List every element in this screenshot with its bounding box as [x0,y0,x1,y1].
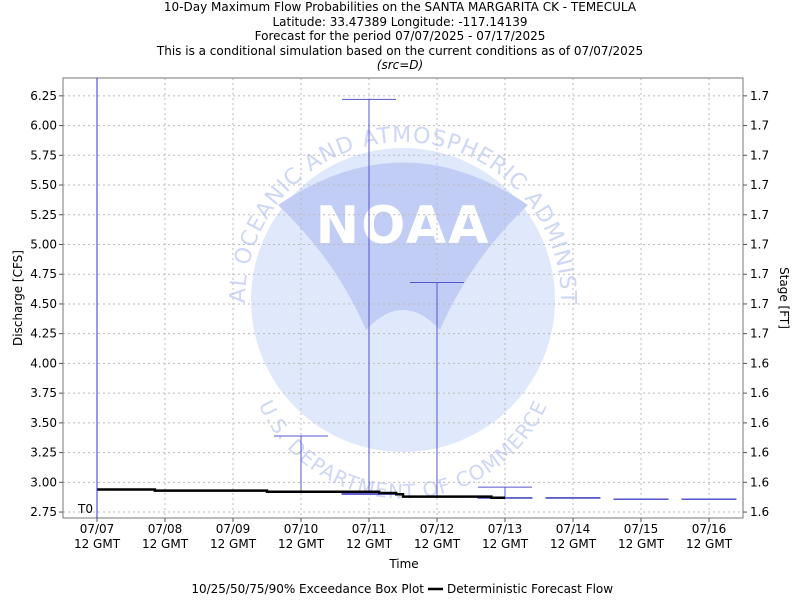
x-tick-label-date: 07/16 [692,522,727,536]
noaa-bird-shape [278,162,528,330]
x-tick-label-time: 12 GMT [686,537,733,551]
y2-tick-label: 1.7 [750,267,769,281]
x-tick-label-time: 12 GMT [482,537,529,551]
x-tick-label-date: 07/09 [216,522,251,536]
x-tick-label-date: 07/14 [556,522,591,536]
x-tick-label-date: 07/11 [352,522,387,536]
deterministic-forecast-line [97,488,505,500]
x-tick-label-time: 12 GMT [346,537,393,551]
exceedance-box [613,498,669,500]
y2-tick-label: 1.7 [750,148,769,162]
chart-titles: 10-Day Maximum Flow Probabilities on the… [0,0,800,73]
noaa-watermark: NOAA NATIONAL OCEANIC AND ATMOSPHERIC AD… [0,0,579,504]
y-tick-label: 6.00 [30,119,57,133]
y-tick-label: 4.00 [30,356,57,370]
y-tick-label: 5.50 [30,178,57,192]
y2-tick-label: 1.7 [750,119,769,133]
legend-box-label: 10/25/50/75/90% Exceedance Box Plot [191,582,424,596]
x-tick-label-date: 07/12 [420,522,455,536]
y2-tick-label: 1.6 [750,386,769,400]
y-axis-label: Discharge [CFS] [11,250,25,346]
y-tick-label: 4.25 [30,327,57,341]
y2-tick-label: 1.7 [750,237,769,251]
y2-tick-label: 1.6 [750,475,769,489]
x-tick-label-time: 12 GMT [210,537,257,551]
y2-tick-label: 1.7 [750,297,769,311]
y-tick-label: 3.50 [30,416,57,430]
exceedance-box [545,497,601,499]
y-axis-right: 1.6 1.6 1.6 1.6 1.6 1.6 1.7 1.7 1.7 1.7 1.7 1.7 1.7 1… [743,89,769,519]
y-tick-label: 5.25 [30,208,57,222]
y2-tick-label: 1.7 [750,178,769,192]
y-tick-label: 6.25 [30,89,57,103]
legend: 10/25/50/75/90% Exceedance Box Plot Dete… [191,582,613,596]
y2-tick-label: 1.6 [750,505,769,519]
y-tick-label: 5.75 [30,148,57,162]
exceedance-box [681,498,737,500]
x-tick-label-date: 07/13 [488,522,523,536]
x-axis-label: Time [388,557,418,571]
chart-subtitle-location: Latitude: 33.47389 Longitude: -117.14139 [272,14,528,29]
x-tick-label-date: 07/08 [148,522,183,536]
y2-tick-label: 1.7 [750,208,769,222]
x-tick-label-time: 12 GMT [618,537,665,551]
legend-line-label: Deterministic Forecast Flow [447,582,613,596]
chart-source-note: (src=D) [376,58,424,72]
y-tick-label: 3.75 [30,386,57,400]
y-tick-label: 3.25 [30,446,57,460]
x-tick-label-time: 12 GMT [414,537,461,551]
y-tick-label: 4.75 [30,267,57,281]
chart-subtitle-conditions: This is a conditional simulation based o… [156,43,644,58]
deterministic-line-group [97,488,505,500]
chart-title: 10-Day Maximum Flow Probabilities on the… [163,0,637,14]
y2-axis-label: Stage [FT] [777,267,791,329]
y-tick-label: 3.00 [30,475,57,489]
y-axis-left: 2.75 3.00 3.25 3.50 3.75 4.00 4.25 4.50 4.75 5.00… [30,89,63,519]
y-tick-label: 4.50 [30,297,57,311]
y2-tick-label: 1.7 [750,89,769,103]
x-tick-label-time: 12 GMT [550,537,597,551]
x-tick-label-date: 07/15 [624,522,659,536]
y2-tick-label: 1.6 [750,356,769,370]
y2-tick-label: 1.7 [750,327,769,341]
y2-tick-label: 1.6 [750,416,769,430]
x-tick-label-date: 07/07 [80,522,115,536]
y2-tick-label: 1.6 [750,446,769,460]
y-tick-label: 5.00 [30,237,57,251]
y-tick-label: 2.75 [30,505,57,519]
chart-subtitle-period: Forecast for the period 07/07/2025 - 07/… [254,29,546,43]
t0-marker-group: T0 [77,78,98,518]
plot-frame [62,77,744,519]
x-tick-label-date: 07/10 [284,522,319,536]
x-tick-label-time: 12 GMT [278,537,325,551]
noaa-logo-text: NOAA [316,196,491,256]
x-tick-label-time: 12 GMT [142,537,189,551]
x-tick-label-time: 12 GMT [74,537,121,551]
t0-label: T0 [77,502,93,516]
